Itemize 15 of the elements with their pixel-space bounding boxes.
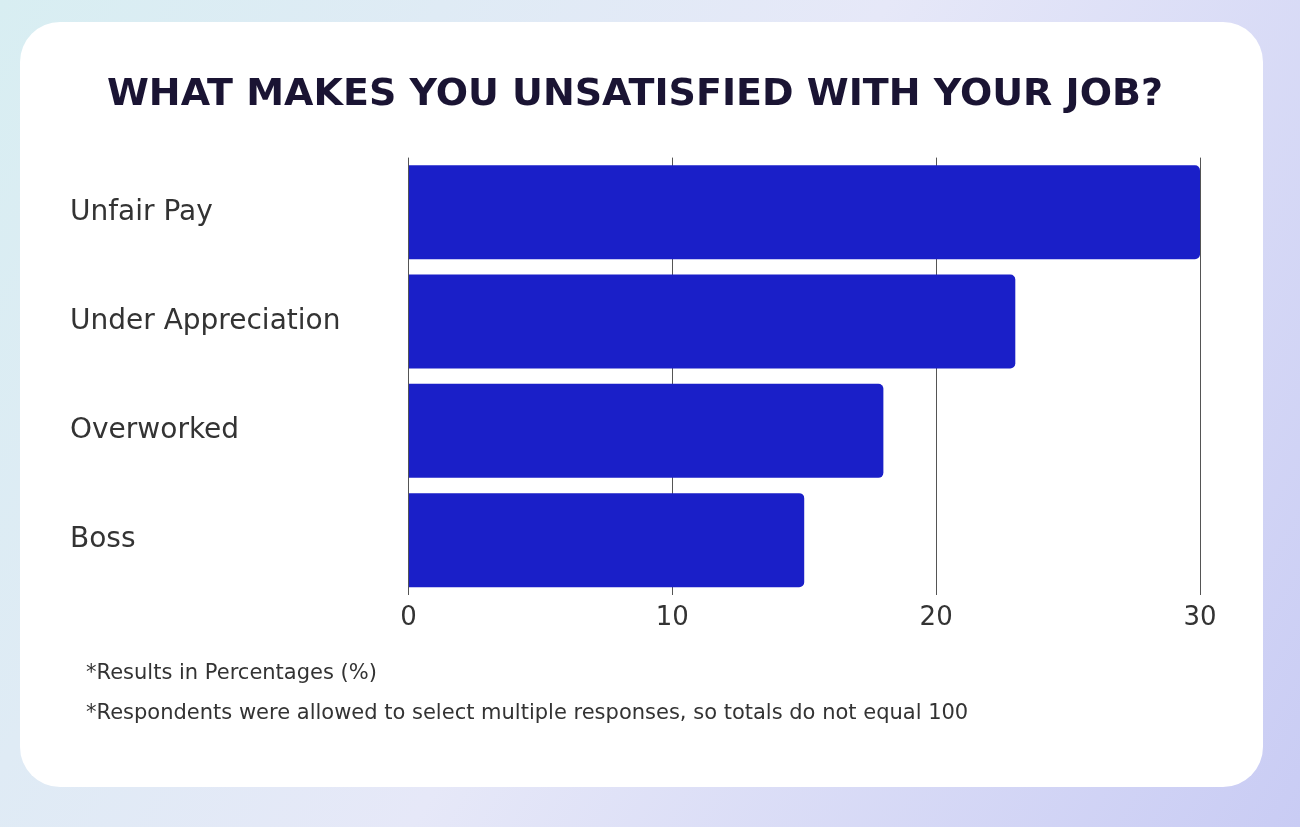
y-tick-label: Under Appreciation	[70, 302, 341, 336]
bar	[408, 493, 805, 588]
y-tick-label: Unfair Pay	[70, 193, 213, 227]
text: *Results in Percentages (%)	[86, 659, 378, 686]
x-tick-label: 0	[400, 601, 417, 632]
x-tick-label: 10	[655, 601, 689, 632]
bar	[408, 274, 1016, 369]
y-tick-label: Boss	[70, 521, 136, 555]
bar	[408, 383, 884, 478]
x-tick-label: 30	[1183, 601, 1217, 632]
x-tick-label: 20	[919, 601, 953, 632]
chart-title: WHAT MAKES YOU UNSATISFIED WITH YOUR JOB?	[106, 69, 1164, 114]
y-tick-label: Overworked	[70, 412, 240, 446]
text: *Respondents were allowed to select multiple responses, so totals do not equal 100	[86, 699, 969, 726]
bar	[408, 165, 1200, 260]
